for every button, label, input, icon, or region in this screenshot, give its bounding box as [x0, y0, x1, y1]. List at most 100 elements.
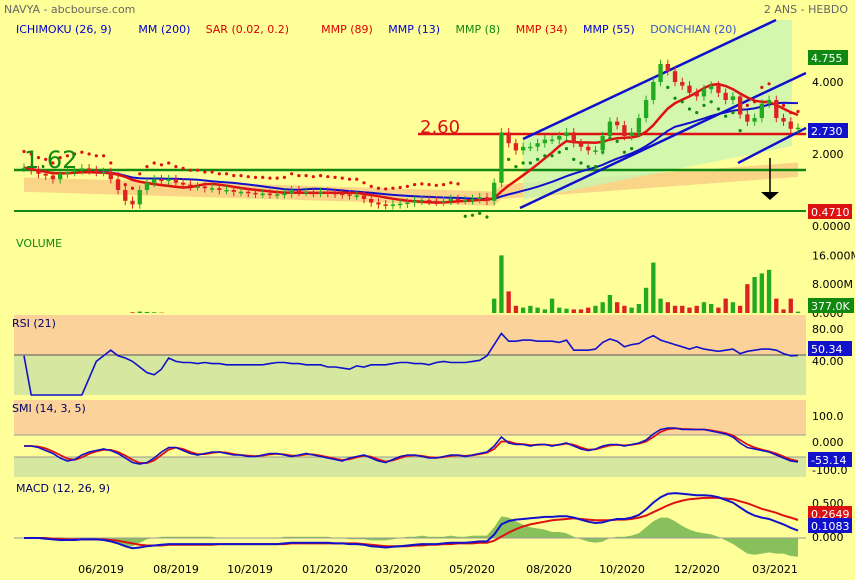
price-tick-label: 0.0000 — [812, 220, 851, 233]
volume-bar — [586, 307, 591, 313]
sar-dot — [767, 82, 771, 86]
sar-dot — [478, 211, 482, 215]
sar-dot — [362, 181, 366, 185]
sar-dot — [507, 157, 511, 161]
candle-body — [441, 200, 446, 203]
legend-item: ICHIMOKU (26, 9) — [16, 23, 112, 36]
x-tick-label: 05/2020 — [449, 563, 495, 576]
macd-histogram — [24, 516, 798, 557]
smi-last-label: -53.14 — [811, 454, 846, 467]
down-arrow-head — [761, 192, 779, 200]
volume-bar — [781, 309, 786, 313]
sar-dot — [94, 154, 98, 158]
candle-body — [477, 197, 482, 199]
x-tick-label: 10/2019 — [227, 563, 273, 576]
candle-body — [636, 118, 642, 133]
candle-body — [36, 170, 41, 174]
volume-bar — [622, 305, 627, 313]
sar-dot — [290, 172, 294, 176]
candle-body — [130, 200, 135, 205]
sar-dot — [224, 172, 229, 176]
sar-dot — [405, 184, 409, 188]
sar-dot — [550, 154, 554, 158]
sar-dot — [441, 183, 446, 187]
sar-dot — [680, 100, 684, 104]
sar-dot — [760, 85, 764, 89]
candle-body — [759, 103, 765, 118]
sar-dot — [470, 213, 475, 217]
candle-body — [231, 190, 236, 192]
candle-body — [29, 167, 34, 171]
candle-body — [159, 179, 164, 181]
volume-bar — [528, 305, 533, 313]
candle-body — [600, 136, 605, 151]
sar-dot — [318, 174, 323, 178]
candle-body — [716, 85, 721, 93]
sar-dot — [73, 152, 77, 156]
candle-body — [275, 194, 280, 196]
candle-body — [405, 202, 410, 205]
candle-body — [57, 173, 63, 180]
value-labels: 4.000 2.000 0.0000 4.755 2.730 0.4710 16.000M 8… — [808, 50, 855, 544]
volume-bar — [137, 311, 142, 313]
candle-body — [390, 204, 396, 206]
sar-dot — [355, 177, 359, 181]
candle-body — [412, 200, 417, 203]
sar-dot — [615, 139, 619, 143]
sar-dot — [188, 168, 192, 172]
candle-body — [737, 96, 743, 115]
sar-dot — [217, 172, 221, 176]
candle-body — [658, 64, 663, 82]
ma-blue-line — [23, 101, 799, 201]
candle-body — [586, 146, 591, 151]
candle-body — [426, 200, 432, 202]
volume-bar — [643, 287, 649, 313]
candle-body — [651, 82, 656, 100]
sar-dot — [579, 161, 583, 165]
sar-dot — [333, 175, 337, 179]
sar-dot — [268, 176, 272, 180]
last-price-label: 2.730 — [811, 125, 843, 138]
header-period: 2 ANS - HEBDO — [764, 3, 848, 16]
candle-body — [752, 118, 757, 122]
candle-body — [535, 143, 540, 147]
sar-dot — [384, 187, 388, 191]
candle-body — [774, 100, 779, 118]
candle-body — [795, 127, 801, 130]
sar-dot — [29, 152, 33, 156]
volume-bar — [593, 305, 598, 313]
candle-body — [43, 173, 48, 176]
volume-tick-label: 16.000M — [812, 249, 855, 262]
candle-body — [506, 132, 511, 144]
rsi-tick-label: 80.00 — [812, 323, 844, 336]
legend-item: MM (200) — [138, 23, 190, 36]
legend-item: MMP (8) — [456, 23, 501, 36]
sar-dot — [109, 161, 113, 165]
volume-bar — [600, 302, 605, 313]
candle-body — [311, 191, 316, 194]
sar-dot — [586, 165, 590, 169]
candle-body — [296, 190, 302, 192]
volume-bar — [795, 311, 801, 313]
sar-dot — [463, 214, 467, 218]
macd-signal-label-box — [808, 506, 852, 521]
x-tick-label: 01/2020 — [302, 563, 348, 576]
sar-dot — [449, 181, 453, 185]
smi-last-label-box — [808, 452, 852, 467]
sar-dot — [796, 109, 800, 114]
candle-body — [361, 195, 367, 199]
sar-dot — [630, 147, 634, 151]
sar-dot — [232, 174, 236, 178]
smi-line — [24, 427, 799, 465]
sar-dot — [593, 165, 598, 169]
volume-bar — [152, 312, 157, 313]
sar-dot — [716, 107, 721, 111]
x-axis: 06/2019 08/2019 10/2019 01/2020 03/2020 05/20… — [78, 563, 798, 576]
sar-dot — [781, 103, 786, 107]
candle-body — [123, 190, 128, 201]
candle-body — [542, 139, 547, 144]
candle-body — [347, 194, 352, 196]
candle-body — [672, 71, 678, 82]
sar-dot — [391, 186, 395, 190]
volume-bar — [513, 305, 519, 313]
